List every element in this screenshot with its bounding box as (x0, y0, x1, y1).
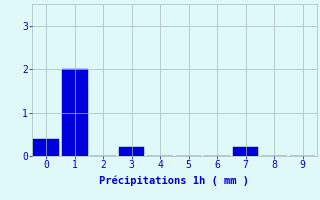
Bar (33, 139, 59, 156)
Bar (62, 69, 88, 156)
Bar (233, 147, 259, 156)
Bar (119, 147, 145, 156)
X-axis label: Précipitations 1h ( mm ): Précipitations 1h ( mm ) (100, 176, 249, 186)
